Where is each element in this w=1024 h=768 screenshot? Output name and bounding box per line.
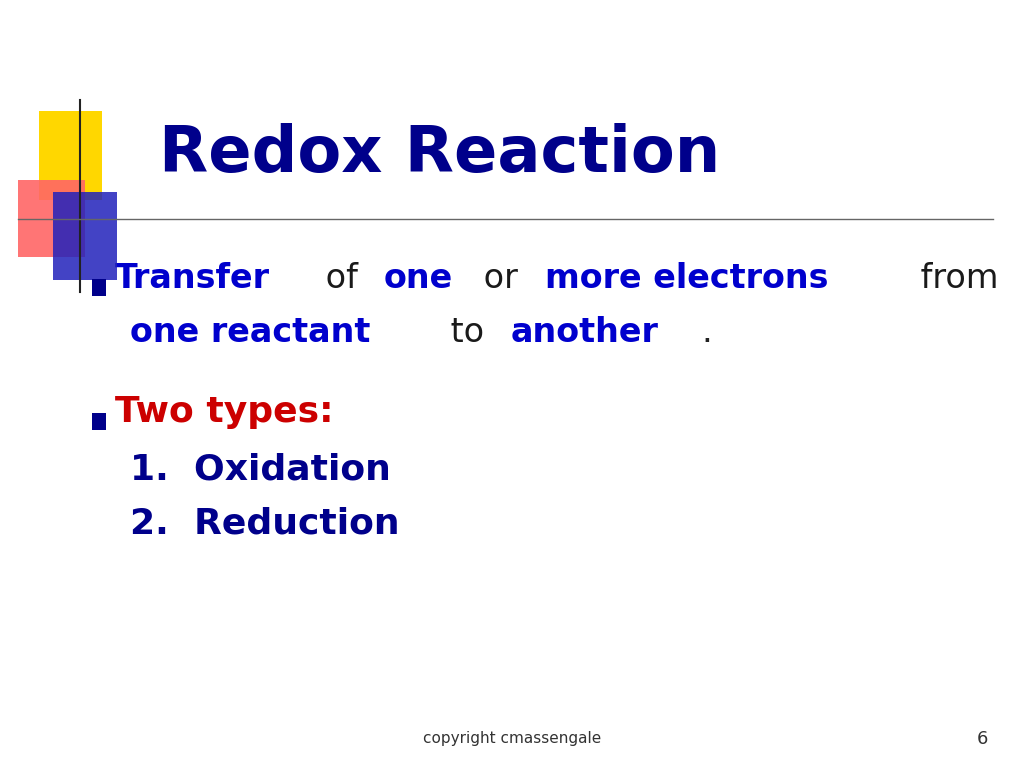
Bar: [53, 192, 117, 280]
Text: to: to: [440, 316, 495, 349]
Text: from: from: [910, 262, 999, 295]
Text: .: .: [701, 316, 713, 349]
Text: 6: 6: [977, 730, 988, 748]
Bar: [92, 413, 106, 430]
Text: 2.  Reduction: 2. Reduction: [130, 507, 399, 541]
Text: Redox Reaction: Redox Reaction: [159, 123, 720, 184]
Text: of: of: [314, 262, 369, 295]
Text: 1.  Oxidation: 1. Oxidation: [130, 453, 391, 487]
Text: or: or: [473, 262, 528, 295]
Bar: [92, 279, 106, 296]
Text: one: one: [384, 262, 453, 295]
Bar: [18, 180, 85, 257]
Bar: [39, 111, 102, 200]
Text: another: another: [511, 316, 658, 349]
Text: more electrons: more electrons: [545, 262, 828, 295]
Text: Two types:: Two types:: [115, 396, 333, 429]
Text: one reactant: one reactant: [130, 316, 371, 349]
Text: Transfer: Transfer: [115, 262, 269, 295]
Text: copyright cmassengale: copyright cmassengale: [423, 731, 601, 746]
